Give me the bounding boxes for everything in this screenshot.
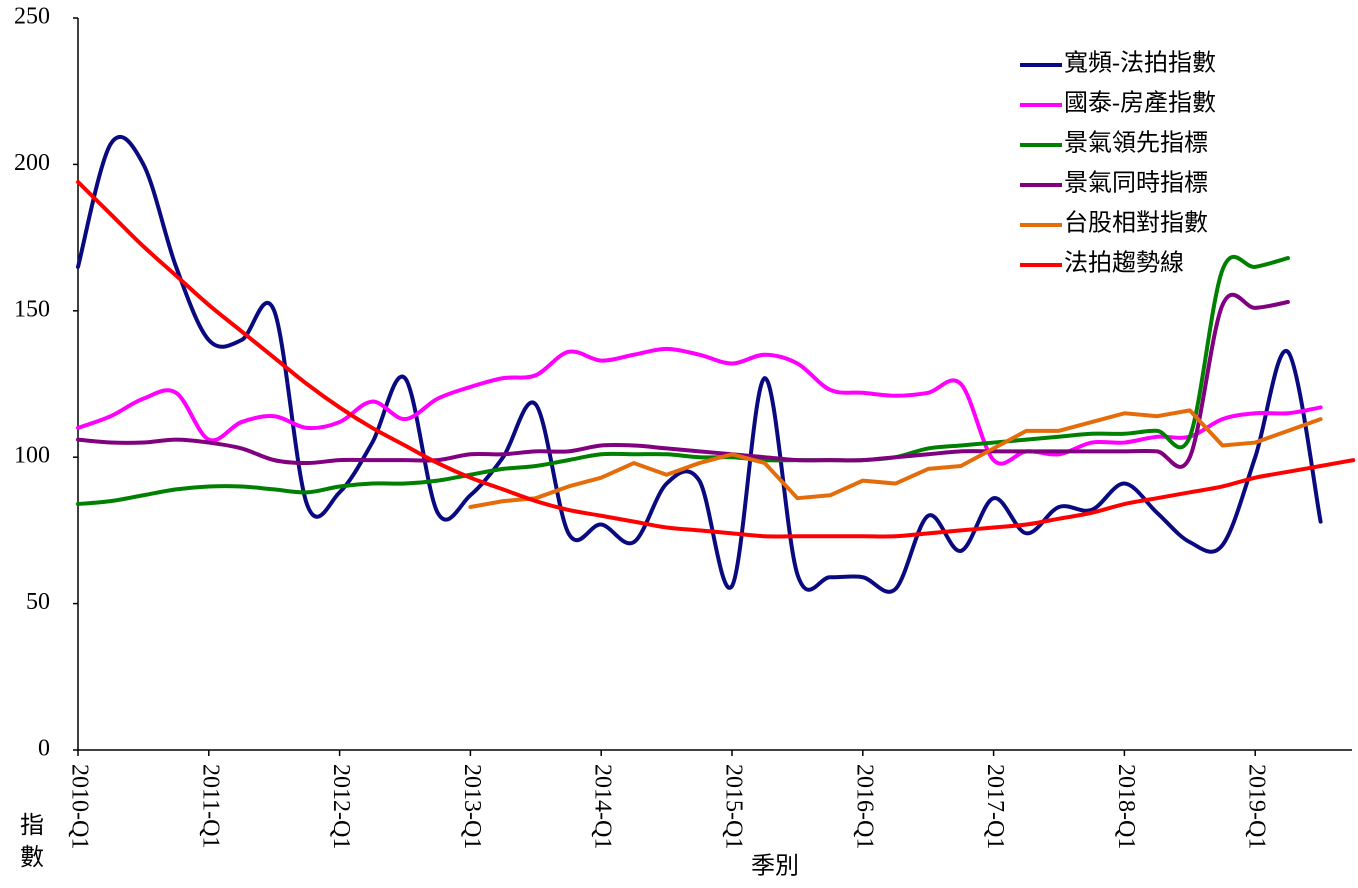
legend-label: 國泰-房產指數 (1064, 90, 1216, 117)
line-series (76, 254, 1290, 507)
x-tick-label: 2016-Q1 (851, 764, 877, 849)
x-tick-label: 2015-Q1 (720, 764, 746, 849)
x-tick-label: 2014-Q1 (590, 764, 616, 849)
y-axis-label: 指數 (15, 812, 43, 876)
line-series (468, 408, 1323, 509)
x-axis-label: 季別 (751, 853, 799, 880)
legend-label: 景氣同時指標 (1064, 170, 1208, 197)
legend-label: 法拍趨勢線 (1064, 250, 1184, 277)
y-tick-label: 200 (14, 150, 50, 176)
y-tick-label: 250 (14, 4, 50, 30)
legend-label: 寬頻-法拍指數 (1064, 50, 1216, 77)
x-tick-label: 2013-Q1 (459, 764, 485, 849)
y-tick-label: 0 (38, 736, 50, 762)
line-series (76, 135, 1323, 594)
line-series (76, 292, 1290, 469)
legend-label: 景氣領先指標 (1064, 130, 1208, 157)
legend-label: 台股相對指數 (1064, 210, 1208, 237)
x-tick-label: 2018-Q1 (1113, 764, 1139, 849)
x-tick-label: 2012-Q1 (328, 764, 354, 849)
x-tick-label: 2017-Q1 (982, 764, 1008, 849)
y-tick-label: 50 (26, 589, 50, 615)
x-tick-label: 2019-Q1 (1244, 764, 1270, 849)
y-tick-label: 150 (14, 296, 50, 322)
x-tick-label: 2011-Q1 (197, 764, 223, 848)
y-tick-label: 100 (14, 443, 50, 469)
x-tick-label: 2010-Q1 (66, 764, 92, 849)
line-series (76, 179, 1356, 539)
line-series (76, 346, 1323, 466)
